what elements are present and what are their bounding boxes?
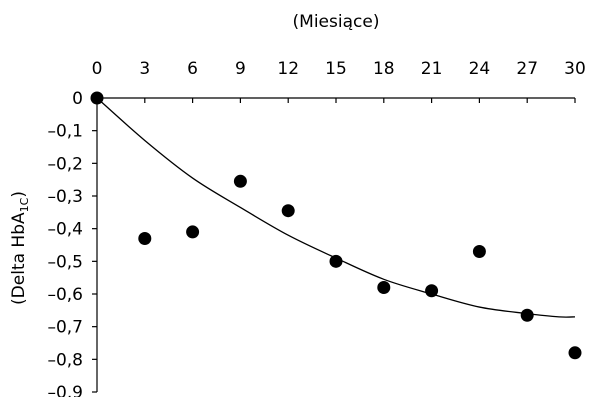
y-tick-label: –0,3 bbox=[47, 187, 83, 207]
data-point bbox=[377, 280, 391, 294]
y-axis-title-end: ) bbox=[9, 191, 29, 198]
data-point bbox=[138, 231, 152, 245]
data-point bbox=[233, 174, 247, 188]
data-point bbox=[329, 254, 343, 268]
x-tick-label: 15 bbox=[325, 59, 347, 79]
x-tick-labels: 0 3 6 9 12 15 18 21 24 27 30 bbox=[92, 59, 586, 79]
y-tick-label: –0,9 bbox=[47, 383, 83, 397]
data-point bbox=[281, 204, 295, 218]
x-axis-title: (Miesiące) bbox=[293, 12, 380, 32]
y-tick-label: –0,1 bbox=[47, 122, 83, 142]
x-tick-label: 21 bbox=[421, 59, 443, 79]
data-point bbox=[186, 225, 200, 239]
trend-line bbox=[96, 97, 576, 318]
x-tick-label: 6 bbox=[187, 59, 198, 79]
data-point bbox=[425, 284, 439, 298]
y-tick-label: –0,8 bbox=[47, 350, 83, 370]
data-point bbox=[520, 308, 534, 322]
y-tick-label: –0,2 bbox=[47, 154, 83, 174]
x-tick-label: 30 bbox=[564, 59, 586, 79]
data-points bbox=[90, 91, 582, 360]
data-point bbox=[568, 346, 582, 360]
y-tick-label: 0 bbox=[72, 89, 83, 109]
y-axis-title-main: (Delta HbA bbox=[9, 212, 29, 305]
x-tick-label: 9 bbox=[235, 59, 246, 79]
x-tick-label: 18 bbox=[373, 59, 395, 79]
y-tick-label: –0,7 bbox=[47, 318, 83, 338]
x-tick-label: 0 bbox=[92, 59, 103, 79]
data-point bbox=[472, 245, 486, 259]
y-tick-label: –0,6 bbox=[47, 285, 83, 305]
x-tick-label: 24 bbox=[469, 59, 491, 79]
data-point bbox=[90, 91, 104, 105]
x-tick-marks bbox=[96, 98, 576, 103]
y-tick-label: –0,4 bbox=[47, 220, 83, 240]
y-tick-marks bbox=[92, 97, 97, 393]
x-tick-label: 27 bbox=[516, 59, 538, 79]
x-tick-label: 12 bbox=[277, 59, 299, 79]
x-tick-label: 3 bbox=[139, 59, 150, 79]
y-axis-title-subscript: 1C bbox=[18, 197, 31, 212]
y-tick-label: –0,5 bbox=[47, 252, 83, 272]
y-tick-labels: 0 –0,1 –0,2 –0,3 –0,4 –0,5 –0,6 –0,7 –0,8 –0,9 bbox=[47, 89, 83, 397]
y-axis-title: (Delta HbA1C) bbox=[9, 191, 31, 305]
